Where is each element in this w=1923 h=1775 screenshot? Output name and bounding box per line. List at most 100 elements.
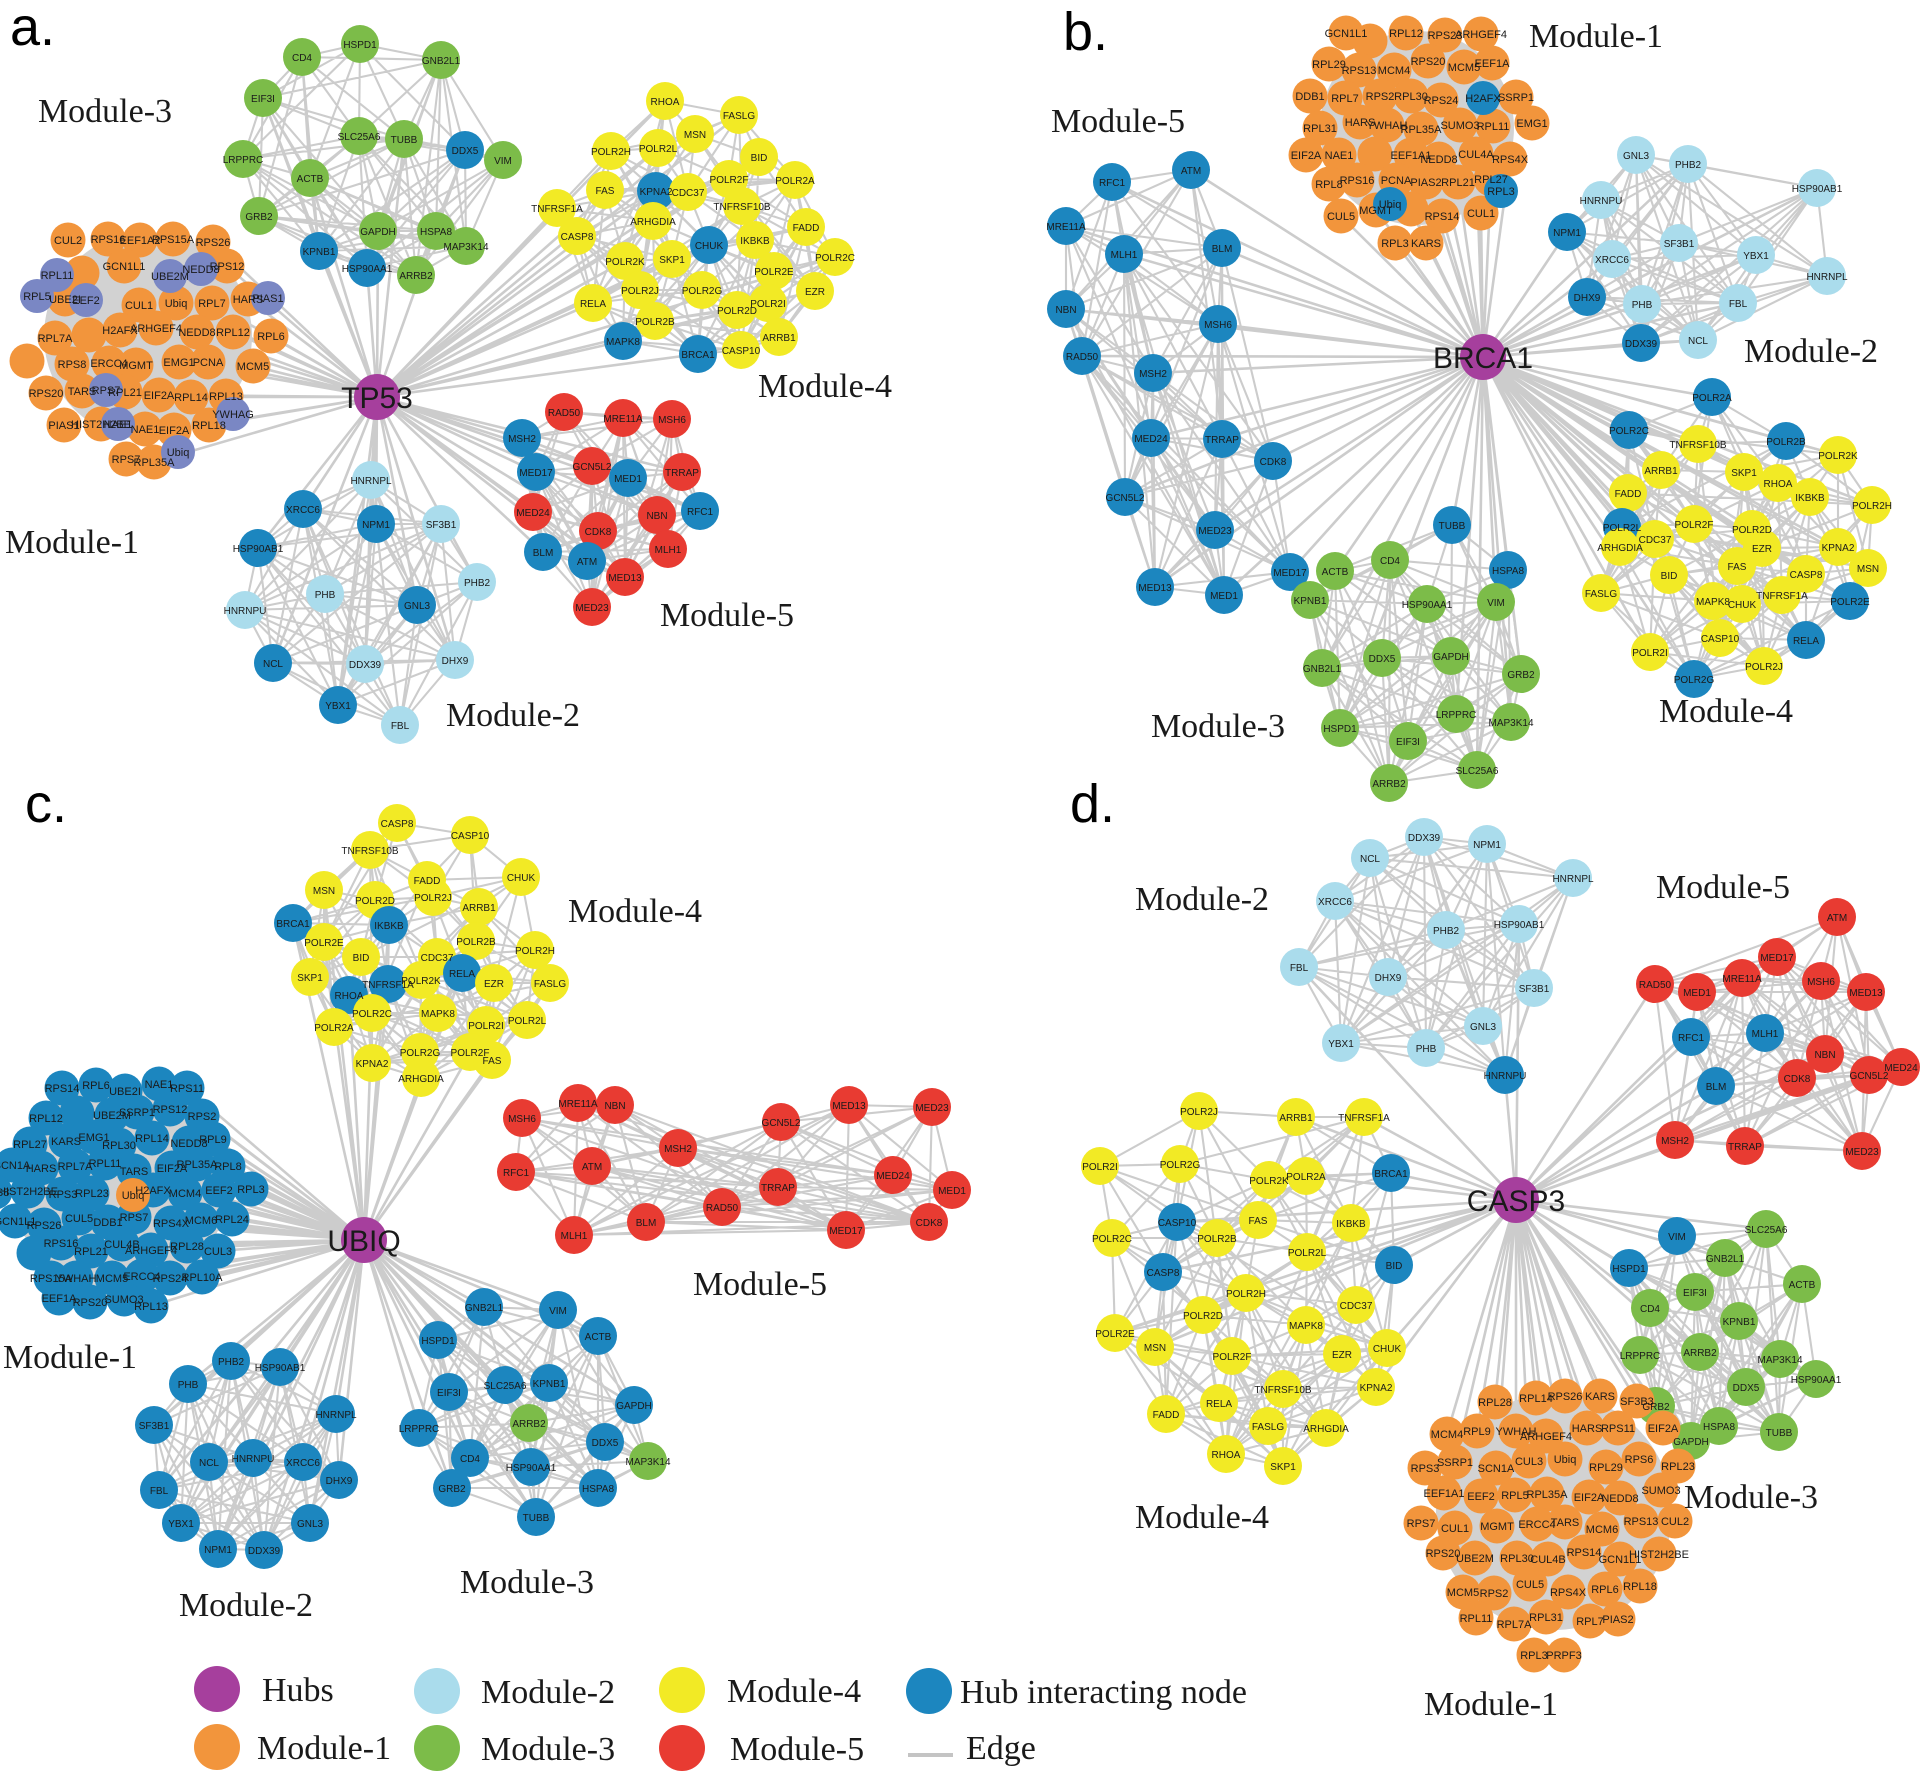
svg-text:HNRNPL: HNRNPL <box>1552 874 1594 885</box>
svg-text:FBL: FBL <box>1729 299 1748 310</box>
svg-text:RPS2: RPS2 <box>1480 1588 1509 1600</box>
svg-text:RPL29: RPL29 <box>1312 59 1346 71</box>
svg-text:CDK8: CDK8 <box>585 527 612 538</box>
svg-text:RPS24: RPS24 <box>1424 95 1459 107</box>
svg-text:FADD: FADD <box>793 223 820 234</box>
svg-text:BLM: BLM <box>533 548 554 559</box>
svg-text:MED1: MED1 <box>1210 591 1238 602</box>
svg-text:CUL4B: CUL4B <box>1530 1554 1565 1566</box>
svg-text:POLR2D: POLR2D <box>717 306 757 317</box>
svg-text:GNB2L1: GNB2L1 <box>1303 664 1342 675</box>
svg-text:POLR2G: POLR2G <box>1160 1160 1201 1171</box>
svg-text:RPL27: RPL27 <box>13 1139 47 1151</box>
svg-text:HNRNPU: HNRNPU <box>1484 1071 1527 1082</box>
svg-text:MCM5: MCM5 <box>1447 1587 1479 1599</box>
svg-text:RPS14: RPS14 <box>1425 211 1460 223</box>
svg-text:Module-1: Module-1 <box>3 1339 137 1376</box>
svg-text:KPNA2: KPNA2 <box>1822 543 1855 554</box>
svg-text:SKP1: SKP1 <box>297 973 323 984</box>
svg-text:TNFRSF1A: TNFRSF1A <box>1756 591 1808 602</box>
svg-text:POLR2B: POLR2B <box>635 317 675 328</box>
svg-text:TUBB: TUBB <box>523 1513 550 1524</box>
svg-text:GAPDH: GAPDH <box>1433 652 1469 663</box>
svg-text:CUL3: CUL3 <box>1515 1456 1543 1468</box>
svg-text:RPL31: RPL31 <box>1303 123 1337 135</box>
svg-text:XRCC6: XRCC6 <box>286 1458 320 1469</box>
svg-text:DDX39: DDX39 <box>349 660 382 671</box>
svg-text:RPL30: RPL30 <box>102 1140 136 1152</box>
svg-text:HSPD1: HSPD1 <box>1612 1264 1646 1275</box>
svg-text:VIM: VIM <box>1668 1232 1686 1243</box>
svg-text:RPS13: RPS13 <box>1342 65 1377 77</box>
svg-text:CUL5: CUL5 <box>1516 1579 1544 1591</box>
svg-text:SF3B3: SF3B3 <box>1620 1396 1654 1408</box>
svg-text:POLR2H: POLR2H <box>1226 1289 1266 1300</box>
svg-text:GCN1L1: GCN1L1 <box>1599 1554 1642 1566</box>
svg-text:RAD50: RAD50 <box>1066 352 1099 363</box>
svg-text:POLR2E: POLR2E <box>1095 1329 1135 1340</box>
svg-text:MSN: MSN <box>1144 1343 1166 1354</box>
svg-text:SUMO3: SUMO3 <box>1440 120 1479 132</box>
svg-text:KARS: KARS <box>1585 1391 1615 1403</box>
svg-text:CASP8: CASP8 <box>561 232 594 243</box>
svg-text:KPNB1: KPNB1 <box>1723 1317 1756 1328</box>
svg-text:MED1: MED1 <box>1683 988 1711 999</box>
svg-text:HARS: HARS <box>1572 1423 1603 1435</box>
svg-text:RPL14: RPL14 <box>135 1133 169 1145</box>
svg-text:EIF2A: EIF2A <box>1648 1423 1679 1435</box>
svg-text:FAS: FAS <box>1728 562 1747 573</box>
svg-text:RPL30: RPL30 <box>1500 1553 1534 1565</box>
svg-text:CASP8: CASP8 <box>1790 570 1823 581</box>
svg-text:SSRP1: SSRP1 <box>1498 92 1534 104</box>
svg-text:RPL5: RPL5 <box>23 291 51 303</box>
svg-text:HSP90AB1: HSP90AB1 <box>1494 920 1545 931</box>
svg-text:CUL3: CUL3 <box>204 1246 232 1258</box>
svg-text:MED13: MED13 <box>1849 988 1883 999</box>
svg-text:RPL12: RPL12 <box>1389 28 1423 40</box>
svg-text:SF3B1: SF3B1 <box>1519 984 1550 995</box>
svg-text:DDX39: DDX39 <box>1408 833 1441 844</box>
svg-text:MAPK8: MAPK8 <box>421 1009 455 1020</box>
svg-text:MAPK8: MAPK8 <box>1696 597 1730 608</box>
svg-text:MSN: MSN <box>313 886 335 897</box>
svg-text:RPL6: RPL6 <box>257 331 285 343</box>
svg-text:RELA: RELA <box>1206 1399 1232 1410</box>
svg-text:CASP10: CASP10 <box>451 831 490 842</box>
svg-text:NBN: NBN <box>646 511 667 522</box>
svg-text:PHB2: PHB2 <box>218 1357 245 1368</box>
svg-text:c.: c. <box>25 774 67 834</box>
svg-text:HNRNPU: HNRNPU <box>1580 196 1623 207</box>
svg-text:MSH2: MSH2 <box>1139 369 1167 380</box>
svg-text:RPL11: RPL11 <box>41 270 74 282</box>
svg-text:RPL29: RPL29 <box>1589 1462 1623 1474</box>
svg-text:MED24: MED24 <box>1884 1063 1918 1074</box>
svg-text:MCM6: MCM6 <box>1586 1524 1618 1536</box>
svg-text:POLR2H: POLR2H <box>591 147 631 158</box>
svg-text:ARRB2: ARRB2 <box>512 1419 546 1430</box>
svg-text:PIAS1: PIAS1 <box>252 293 283 305</box>
svg-text:SCN1A: SCN1A <box>0 1160 31 1172</box>
svg-text:RPL18: RPL18 <box>192 420 226 432</box>
svg-text:RPL35A: RPL35A <box>134 457 176 469</box>
svg-text:EZR: EZR <box>805 287 825 298</box>
svg-text:Module-4: Module-4 <box>758 368 892 405</box>
svg-text:GNB2L1: GNB2L1 <box>465 1303 504 1314</box>
svg-text:GCN1L1: GCN1L1 <box>103 261 146 273</box>
svg-text:POLR2E: POLR2E <box>304 938 344 949</box>
svg-text:MRE11A: MRE11A <box>1046 222 1086 233</box>
svg-text:POLR2B: POLR2B <box>1197 1234 1237 1245</box>
svg-text:EEF2: EEF2 <box>205 1185 233 1197</box>
svg-text:PHB: PHB <box>178 1380 199 1391</box>
svg-text:MGMT: MGMT <box>1480 1521 1514 1533</box>
svg-text:PHB2: PHB2 <box>1675 160 1702 171</box>
svg-text:RPL11: RPL11 <box>1460 1613 1493 1625</box>
svg-text:RPL8: RPL8 <box>214 1161 242 1173</box>
svg-text:ARRB1: ARRB1 <box>762 333 796 344</box>
svg-text:BRCA1: BRCA1 <box>276 919 310 930</box>
svg-text:RPS6: RPS6 <box>1625 1454 1654 1466</box>
svg-text:KPNA2: KPNA2 <box>640 187 673 198</box>
svg-text:POLR2G: POLR2G <box>682 286 723 297</box>
svg-text:MCM6: MCM6 <box>185 1215 217 1227</box>
svg-text:POLR2G: POLR2G <box>1674 675 1715 686</box>
svg-text:ARHGEF4: ARHGEF4 <box>1520 1431 1572 1443</box>
